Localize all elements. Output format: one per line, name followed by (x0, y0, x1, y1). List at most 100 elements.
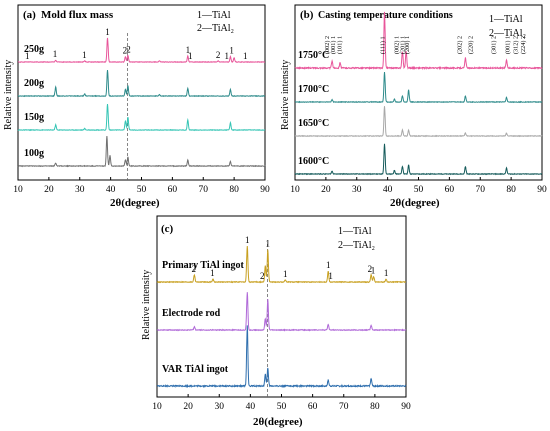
x-tick-label: 20 (44, 185, 54, 195)
x-tick-label: 70 (199, 185, 209, 195)
panel-b-legend-1: 1—TiAl (489, 14, 523, 25)
peak-index-label: 2 (260, 271, 265, 281)
series-label: 1650°C (298, 118, 329, 129)
panel-a-xlabel: 2θ(degree) (110, 197, 160, 209)
hkl-label: (312) 2 (512, 36, 519, 54)
x-tick-label: 40 (106, 185, 116, 195)
hkl-label: (002) 1 (393, 36, 400, 54)
peak-index-label: 1 (266, 239, 271, 249)
hkl-label: (111) 1 (380, 36, 387, 54)
panel-a-title: Mold flux mass (41, 9, 114, 21)
xrd-trace-1 (17, 69, 265, 98)
xrd-trace-3 (17, 135, 266, 168)
hkl-label: (220) 2 (468, 36, 475, 54)
hkl-label: (201) 1 (400, 36, 407, 54)
panel-a-legend-1: 1—TiAl (197, 10, 231, 21)
x-tick-label: 30 (352, 185, 362, 195)
peak-index-label: 1 (82, 50, 87, 60)
peak-index-label: 1 (25, 51, 30, 61)
peak-index-label: 1 (53, 49, 58, 59)
peak-index-label: 1 (188, 51, 193, 61)
x-tick-label: 40 (246, 402, 256, 412)
panel-b-xlabel: 2θ(degree) (390, 197, 440, 209)
peak-index-label: 1 (243, 51, 248, 61)
x-tick-label: 50 (277, 402, 287, 412)
panel-b-legend-2: 2—TiAl₂ (489, 28, 526, 39)
xrd-trace-1 (156, 292, 407, 332)
panel-b-ylabel: Relative intensity (280, 60, 291, 130)
peak-index-label: 1 (210, 268, 215, 278)
x-tick-label: 50 (414, 185, 424, 195)
panel-c-legend-2: 2—TiAl₂ (338, 240, 375, 251)
panel-a-label: (a) (23, 9, 36, 21)
x-tick-label: 60 (308, 402, 318, 412)
panel-c-chart: (c) 1—TiAl 2—TiAl₂ Relative intensity 2θ… (141, 215, 411, 428)
x-tick-label: 50 (137, 185, 147, 195)
peak-index-label: 2 (368, 264, 373, 274)
panel-b-title: Casting temperature conditions (318, 10, 453, 21)
x-tick-label: 10 (13, 185, 23, 195)
series-label: 1700°C (298, 84, 329, 95)
xrd-trace-1 (295, 72, 543, 104)
x-tick-label: 80 (229, 185, 239, 195)
peak-index-label: 1 (384, 268, 389, 278)
xrd-trace-0 (294, 11, 543, 71)
series-label: 100g (24, 148, 44, 159)
panel-a-ylabel: Relative intensity (3, 60, 14, 130)
x-tick-label: 70 (476, 185, 486, 195)
peak-index-label: 2 (216, 50, 221, 60)
peak-index-label: 2 (126, 44, 131, 54)
panel-c-legend-1: 1—TiAl (338, 226, 372, 237)
x-tick-label: 80 (506, 185, 516, 195)
panel-b-label: (b) (300, 9, 314, 21)
peak-index-label: 1 (328, 271, 333, 281)
xrd-trace-3 (294, 143, 543, 176)
xrd-trace-0 (18, 37, 265, 64)
series-label: Electrode rod (162, 308, 221, 319)
peak-index-label: 1 (105, 27, 110, 37)
x-tick-label: 40 (383, 185, 393, 195)
hkl-label: (001) 1 (505, 36, 512, 54)
panel-c-label: (c) (161, 223, 174, 235)
series-label: Primary TiAl ingot (162, 260, 245, 271)
xrd-trace-2 (157, 325, 407, 389)
x-tick-label: 90 (401, 402, 411, 412)
x-tick-label: 20 (321, 185, 331, 195)
series-label: 150g (24, 112, 44, 123)
x-tick-label: 60 (445, 185, 455, 195)
x-tick-label: 20 (183, 402, 193, 412)
xrd-trace-0 (156, 245, 407, 284)
peak-index-label: 1 (371, 266, 376, 276)
series-label: 200g (24, 78, 44, 89)
x-tick-label: 70 (339, 402, 349, 412)
series-label: 1750°C (298, 50, 329, 61)
panel-c-ylabel: Relative intensity (141, 270, 152, 340)
peak-index-label: 2 (123, 46, 128, 56)
peak-index-label: 2 (191, 264, 196, 274)
peak-index-label: 1 (326, 260, 331, 270)
x-tick-label: 90 (260, 185, 270, 195)
x-tick-label: 30 (215, 402, 225, 412)
peak-index-label: 1 (229, 46, 234, 56)
x-tick-label: 80 (370, 402, 380, 412)
hkl-label: (001) 1 (330, 36, 337, 54)
hkl-label: (202) 2 (457, 36, 464, 54)
peak-index-label: 1 (245, 235, 250, 245)
panel-c-xlabel: 2θ(degree) (253, 416, 303, 428)
x-tick-label: 90 (537, 185, 547, 195)
peak-index-label: 1 (224, 51, 229, 61)
series-label: 1600°C (298, 156, 329, 167)
x-tick-label: 10 (152, 402, 162, 412)
hkl-label: (224) 2 (520, 36, 527, 54)
series-label: 250g (24, 44, 44, 55)
x-tick-label: 10 (290, 185, 300, 195)
hkl-label: (301) 2 (491, 36, 498, 54)
x-tick-label: 60 (168, 185, 178, 195)
panel-a-chart: (a) Mold flux mass 1—TiAl 2—TiAl₂ Relati… (3, 4, 270, 209)
series-label: VAR TiAl ingot (162, 364, 229, 375)
hkl-label: (101) 1 (336, 36, 343, 54)
x-tick-label: 30 (75, 185, 85, 195)
panel-b-chart: (b) Casting temperature conditions 1—TiA… (280, 4, 547, 209)
hkl-label: (002) 2 (324, 36, 331, 54)
